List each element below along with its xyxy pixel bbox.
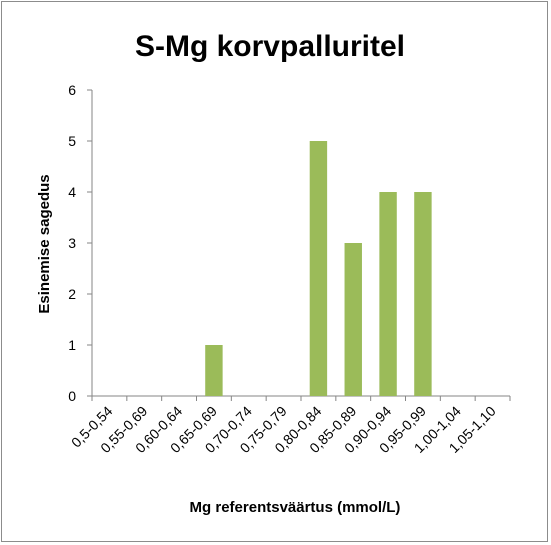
y-tick-label: 3	[68, 235, 76, 251]
y-tick-label: 0	[68, 388, 76, 404]
y-axis-label: Esinemise sagedus	[36, 174, 53, 313]
chart-title: S-Mg korvpalluritel	[135, 30, 405, 63]
x-axis-label: Mg referentsväärtus (mmol/L)	[190, 499, 401, 516]
y-tick-label: 4	[68, 184, 76, 200]
y-tick-label: 1	[68, 337, 76, 353]
y-axis: 0 1 2 3 4 5 6	[68, 82, 93, 404]
bar	[414, 192, 432, 396]
bar	[344, 243, 362, 396]
bar	[379, 192, 397, 396]
bar	[205, 345, 223, 396]
y-tick-label: 5	[68, 133, 76, 149]
bars	[205, 141, 432, 396]
x-axis: 0,5-0,540,55-0,690,60-0,640,65-0,690,70-…	[68, 395, 511, 456]
y-tick-label: 2	[68, 286, 76, 302]
bar	[309, 141, 328, 396]
y-tick-label: 6	[68, 82, 76, 98]
